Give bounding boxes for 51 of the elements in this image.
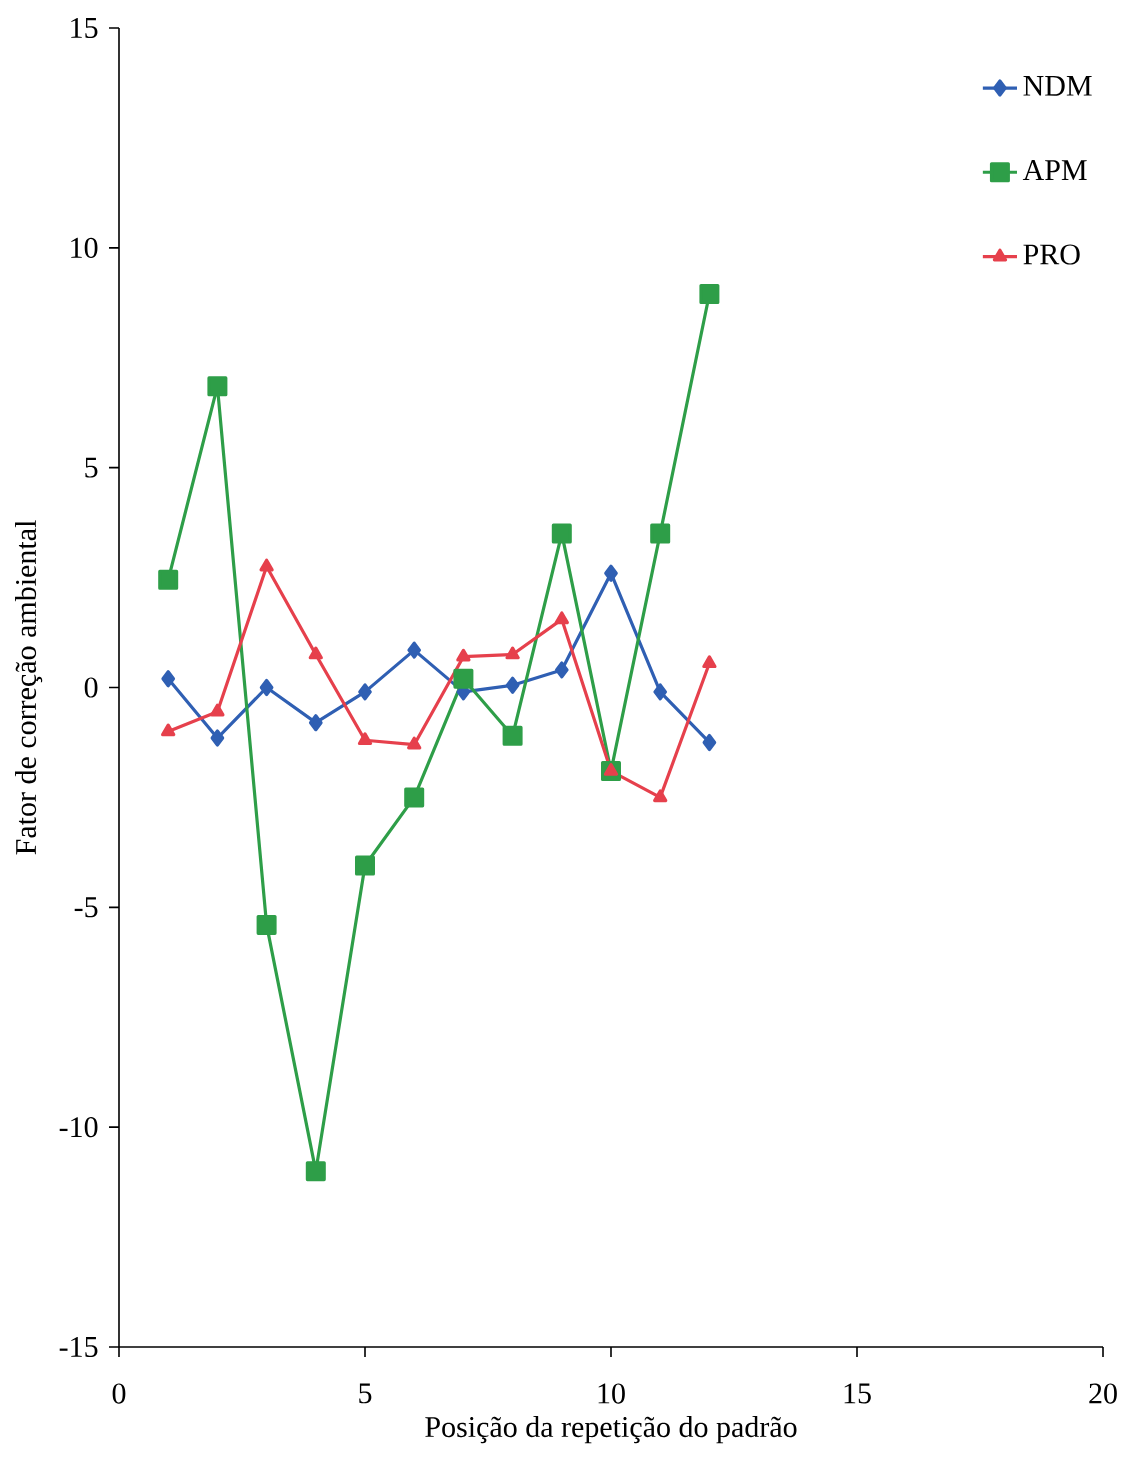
point: [702, 733, 717, 752]
point: [210, 729, 225, 747]
point: [650, 523, 671, 544]
point: [210, 703, 225, 717]
y-axis-title: Fator de correção ambiental: [15, 520, 43, 855]
point: [505, 676, 520, 694]
y-tick-label: -10: [59, 1117, 98, 1138]
legend-label: APM: [1022, 160, 1087, 180]
legend-label: PRO: [1023, 244, 1080, 265]
point: [207, 376, 228, 397]
point: [407, 736, 422, 750]
point: [355, 855, 375, 876]
point: [456, 648, 471, 662]
point: [502, 725, 523, 746]
point: [653, 789, 668, 803]
point: [305, 1161, 326, 1182]
y-tick-label: 10: [71, 237, 98, 258]
y-tick-label: 15: [71, 17, 98, 39]
point: [604, 564, 618, 582]
y-tick-label: 5: [85, 457, 98, 478]
point: [404, 787, 425, 808]
x-tick-label: 0: [112, 1383, 126, 1404]
x-tick-label: 5: [359, 1383, 372, 1404]
point: [551, 523, 572, 544]
x-tick-label: 10: [598, 1383, 625, 1404]
point: [259, 558, 274, 572]
point: [256, 914, 277, 935]
x-tick-label: 15: [844, 1383, 871, 1404]
point: [308, 714, 323, 732]
x-axis-title: Posição da repetição do padrão: [425, 1416, 797, 1444]
point: [357, 732, 373, 746]
point: [308, 646, 323, 660]
point: [161, 723, 176, 737]
point: [158, 569, 179, 590]
point: [505, 646, 520, 660]
point: [702, 655, 717, 669]
point: [453, 668, 474, 689]
point: [653, 683, 668, 701]
point: [259, 678, 274, 697]
legend-label: NDM: [1023, 75, 1092, 96]
point: [699, 283, 720, 304]
y-tick-label: -15: [59, 1336, 98, 1358]
point: [603, 763, 619, 776]
y-tick-label: 0: [84, 677, 98, 698]
point: [554, 611, 569, 625]
point: [407, 641, 422, 659]
point: [358, 683, 372, 701]
y-tick-label: -5: [74, 897, 98, 918]
point: [161, 670, 176, 688]
x-tick-label: 20: [1089, 1383, 1117, 1404]
point: [554, 661, 569, 679]
